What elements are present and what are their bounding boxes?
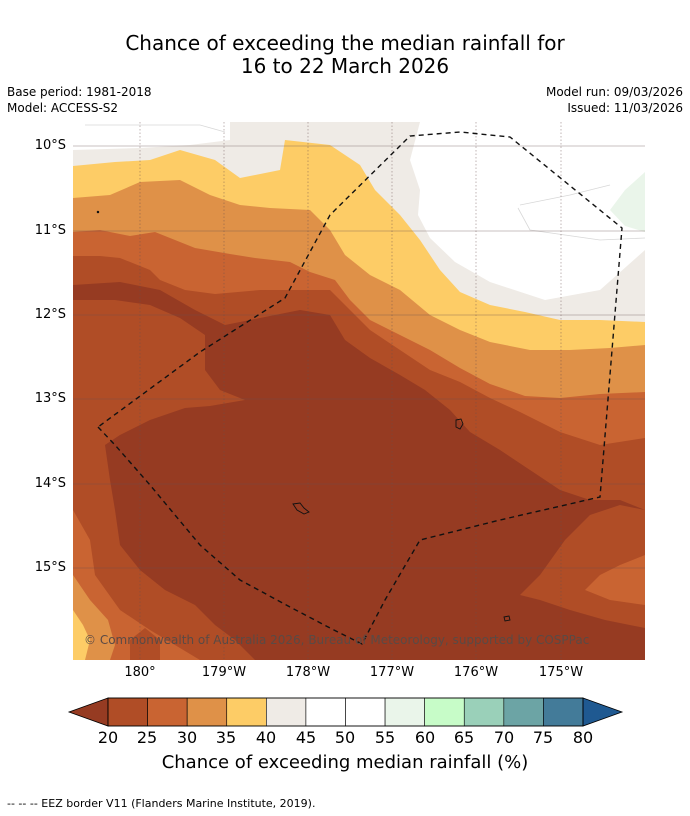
island-outlines [96,210,511,622]
rainfall-probability-field [73,122,645,660]
colorbar-cell [266,697,307,727]
colorbar-cell [107,697,148,727]
eez-footnote: -- -- -- EEZ border V11 (Flanders Marine… [7,797,316,810]
lat-label: 13°S [34,391,66,406]
band-35-40-west-lobe [73,610,90,660]
colorbar-lower-extend [67,697,109,727]
colorbar-upper-extend [582,697,624,727]
colorbar-tick: 55 [374,728,396,747]
model-run: Model run: 09/03/2026 [545,85,683,99]
graticule [73,122,645,660]
lon-label: 177°W [369,665,415,680]
colorbar-tick: 25 [136,728,158,747]
colorbar-cell [226,697,267,727]
colorbar-tick: 45 [295,728,317,747]
copyright-notice: © Commonwealth of Australia 2026, Bureau… [84,633,590,647]
lat-label: 10°S [34,138,66,153]
colorbar-cell [543,697,584,727]
colorbar-tick: 80 [572,728,594,747]
colorbar-tick: 35 [215,728,237,747]
colorbar-cell [186,697,228,727]
lon-label: 175°W [538,665,584,680]
model-name: Model: ACCESS-S2 [7,101,119,115]
colorbar-tick: 75 [532,728,554,747]
colorbar-cell [345,697,386,727]
lat-label: 15°S [34,560,66,575]
lat-label: 14°S [34,476,66,491]
lon-label: 178°W [285,665,331,680]
band-45-55 [410,122,645,300]
colorbar-tick: 70 [493,728,515,747]
colorbar-cell [503,697,544,727]
band-45-55-west [73,122,230,150]
colorbar-cell [384,697,425,727]
lat-label: 12°S [34,307,66,322]
band-55-60 [610,172,645,232]
band-25-30-east-lobe [585,555,645,605]
colorbar-tick: 40 [255,728,277,747]
colorbar-tick: 50 [334,728,356,747]
colorbar-cell [424,697,465,727]
issued-date: Issued: 11/03/2026 [567,101,683,115]
colorbar [67,697,624,727]
band-20-25-west-lobe [73,300,255,660]
lon-label: 176°W [453,665,499,680]
band-below-20 [73,282,645,660]
colorbar-tick: 20 [97,728,119,747]
colorbar-tick: 60 [414,728,436,747]
colorbar-cell [147,697,188,727]
colorbar-label: Chance of exceeding median rainfall (%) [161,752,529,773]
base-period: Base period: 1981-2018 [7,85,152,99]
eez-border [97,131,623,645]
lon-label: 179°W [201,665,247,680]
map-title-line1: Chance of exceeding the median rainfall … [125,31,565,55]
colorbar-tick: 30 [176,728,198,747]
lon-label: 180° [124,665,156,680]
colorbar-cell [463,697,505,727]
map-title-line2: 16 to 22 March 2026 [240,54,450,78]
band-20-25-south [130,628,160,660]
lat-label: 11°S [34,223,66,238]
colorbar-cell [305,697,346,727]
colorbar-tick: 65 [453,728,475,747]
